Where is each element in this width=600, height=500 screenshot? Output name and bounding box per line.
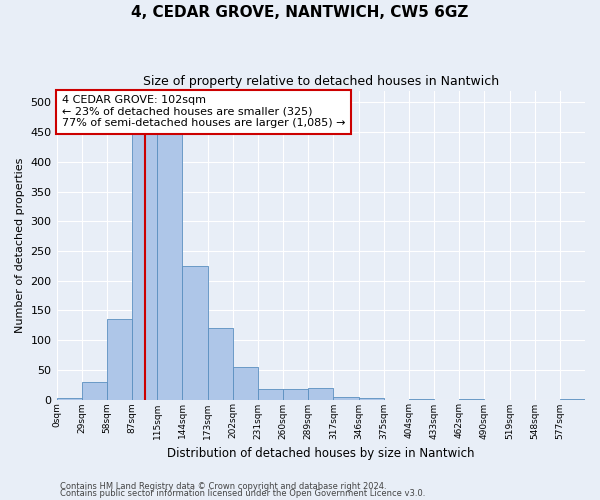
X-axis label: Distribution of detached houses by size in Nantwich: Distribution of detached houses by size … <box>167 447 475 460</box>
Bar <box>258 389 283 400</box>
Text: Contains public sector information licensed under the Open Government Licence v3: Contains public sector information licen… <box>60 489 425 498</box>
Title: Size of property relative to detached houses in Nantwich: Size of property relative to detached ho… <box>143 75 499 88</box>
Bar <box>82 382 107 400</box>
Text: 4, CEDAR GROVE, NANTWICH, CW5 6GZ: 4, CEDAR GROVE, NANTWICH, CW5 6GZ <box>131 5 469 20</box>
Text: Contains HM Land Registry data © Crown copyright and database right 2024.: Contains HM Land Registry data © Crown c… <box>60 482 386 491</box>
Bar <box>132 126 157 400</box>
Bar <box>107 320 132 400</box>
Bar <box>308 388 334 400</box>
Bar <box>182 266 208 400</box>
Bar <box>459 399 484 400</box>
Bar <box>56 398 82 400</box>
Bar <box>359 398 383 400</box>
Bar <box>560 399 585 400</box>
Bar <box>334 396 359 400</box>
Bar <box>233 367 258 400</box>
Bar <box>283 389 308 400</box>
Text: 4 CEDAR GROVE: 102sqm
← 23% of detached houses are smaller (325)
77% of semi-det: 4 CEDAR GROVE: 102sqm ← 23% of detached … <box>62 95 346 128</box>
Bar <box>409 399 434 400</box>
Bar <box>208 328 233 400</box>
Bar <box>157 129 182 400</box>
Y-axis label: Number of detached properties: Number of detached properties <box>15 158 25 332</box>
